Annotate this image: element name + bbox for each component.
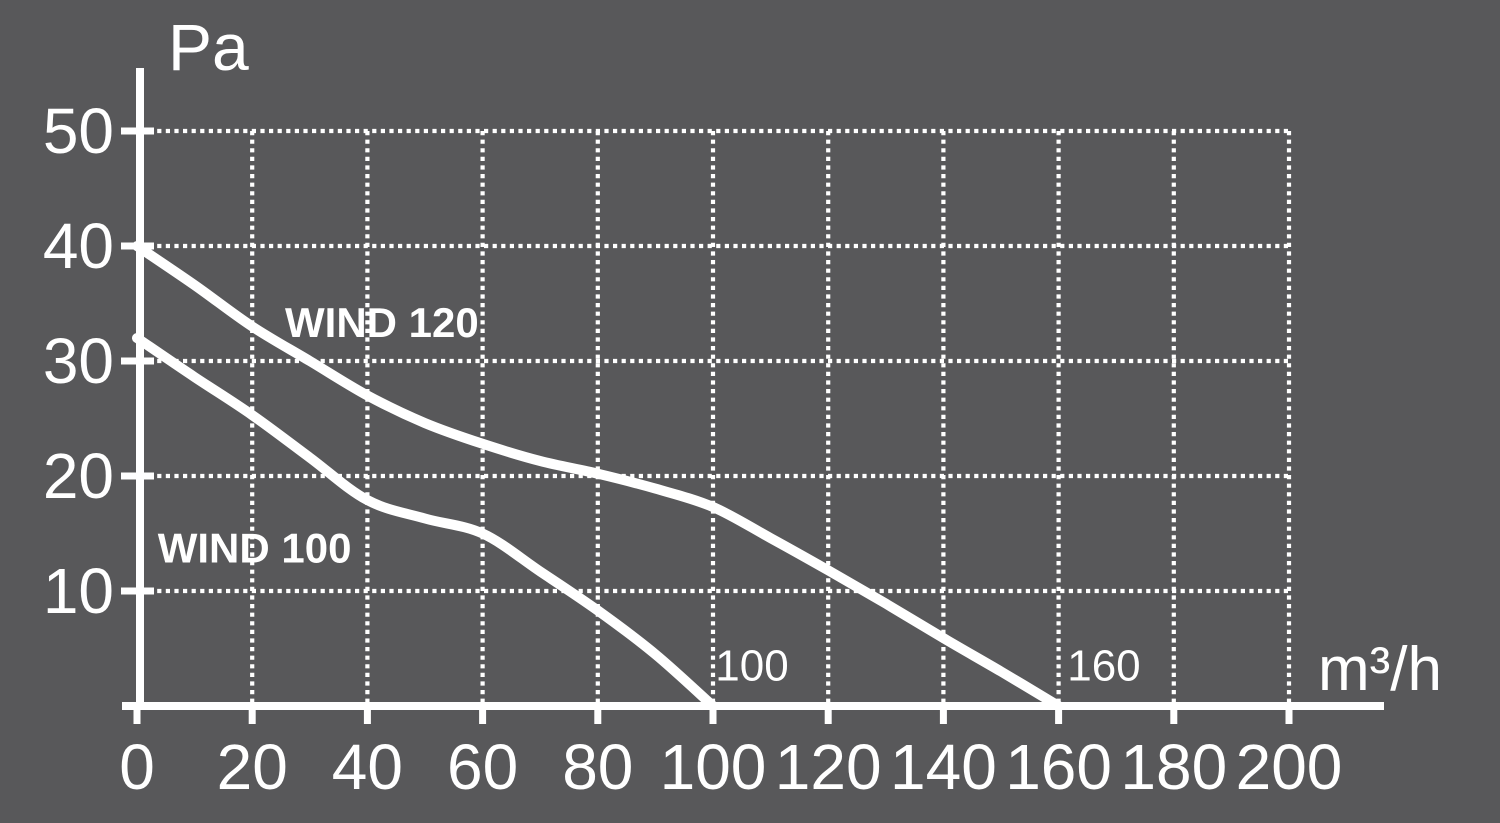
series-label-wind-120: WIND 120 [285,299,479,346]
y-tick-label-20: 20 [43,440,114,512]
x-tick-label-200: 200 [1236,731,1343,803]
x-tick-label-20: 20 [217,731,288,803]
x-tick-label-180: 180 [1120,731,1227,803]
series-label-wind-100: WIND 100 [158,524,352,571]
x-axis-unit-label: m³/h [1318,635,1442,704]
y-axis-unit-label: Pa [168,10,249,84]
curve-end-annotation-160: 160 [1067,642,1140,691]
y-tick-label-30: 30 [43,325,114,397]
x-tick-label-0: 0 [119,731,155,803]
x-tick-label-80: 80 [562,731,633,803]
y-tick-label-40: 40 [43,210,114,282]
curve-wind-120 [132,241,1064,711]
curve-wind-100 [132,333,718,711]
y-tick-label-50: 50 [43,95,114,167]
x-tick-label-100: 100 [660,731,767,803]
y-tick-label-10: 10 [43,555,114,627]
x-tick-label-140: 140 [890,731,997,803]
x-tick-label-40: 40 [332,731,403,803]
curve-end-annotation-100: 100 [715,642,788,691]
x-tick-label-120: 120 [775,731,882,803]
x-tick-label-60: 60 [447,731,518,803]
x-tick-label-160: 160 [1005,731,1112,803]
